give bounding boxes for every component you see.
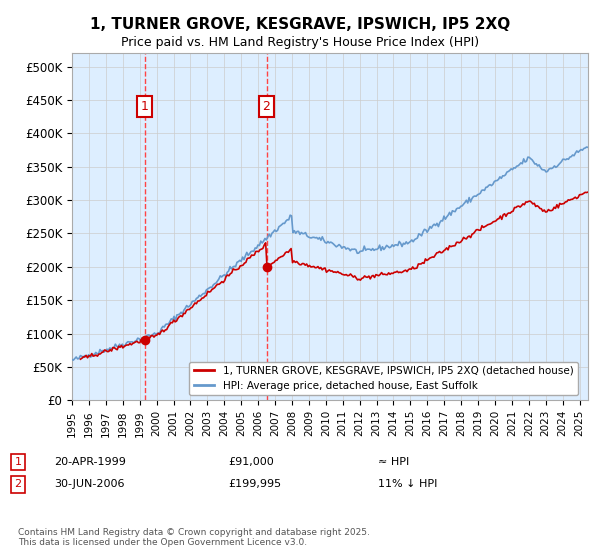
Text: Price paid vs. HM Land Registry's House Price Index (HPI): Price paid vs. HM Land Registry's House … (121, 36, 479, 49)
Text: 2: 2 (14, 479, 22, 489)
Text: 1: 1 (14, 457, 22, 467)
Text: 11% ↓ HPI: 11% ↓ HPI (378, 479, 437, 489)
Text: 20-APR-1999: 20-APR-1999 (54, 457, 126, 467)
Text: Contains HM Land Registry data © Crown copyright and database right 2025.
This d: Contains HM Land Registry data © Crown c… (18, 528, 370, 547)
Text: 30-JUN-2006: 30-JUN-2006 (54, 479, 125, 489)
Text: 1, TURNER GROVE, KESGRAVE, IPSWICH, IP5 2XQ: 1, TURNER GROVE, KESGRAVE, IPSWICH, IP5 … (90, 17, 510, 32)
Text: ≈ HPI: ≈ HPI (378, 457, 409, 467)
Text: £91,000: £91,000 (228, 457, 274, 467)
Legend: 1, TURNER GROVE, KESGRAVE, IPSWICH, IP5 2XQ (detached house), HPI: Average price: 1, TURNER GROVE, KESGRAVE, IPSWICH, IP5 … (190, 362, 578, 395)
Text: £199,995: £199,995 (228, 479, 281, 489)
Text: 2: 2 (263, 100, 271, 113)
Text: 1: 1 (141, 100, 149, 113)
